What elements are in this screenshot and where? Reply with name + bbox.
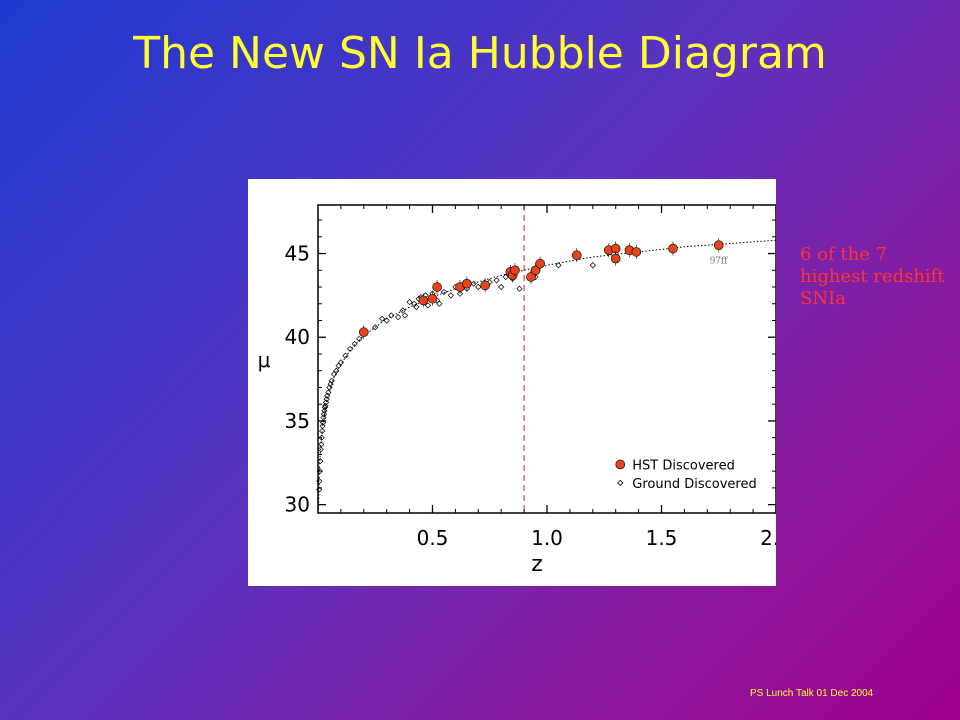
ground-point [351,340,358,348]
hst-point [610,253,621,264]
ground-point [589,262,596,269]
axis-ticks [318,205,776,513]
ground-point [321,407,328,414]
ground-point [319,419,327,426]
ground-point [333,367,340,374]
ground-point [318,441,325,448]
ground-point [447,292,454,299]
y-tick-label: 35 [285,409,310,433]
hst-point [427,293,438,304]
hst-point [510,265,520,276]
ground-point [337,359,344,366]
chart-legend: HST Discovered Ground Discovered [615,458,757,492]
ground-point [318,434,325,441]
x-tick-label: 2.0 [760,526,776,550]
ground-point [555,262,562,269]
ground-point [388,312,395,319]
y-axis-label: μ [258,348,271,372]
ground-point [328,377,335,384]
hst-point [631,247,642,257]
ground-point [383,317,390,324]
ground-point [342,352,349,359]
ground-point [399,307,406,314]
ground-points-layer [316,262,596,493]
hst-point [668,243,678,254]
ground-point [319,422,326,430]
x-tick-label: 1.0 [531,526,563,550]
ground-point [470,280,477,287]
hst-points-layer [359,238,724,340]
axis-tick-labels: 0.5 1.0 1.5 2.0 30 35 40 45 [285,242,776,550]
ground-point [320,411,328,418]
slide-title: The New SN Ia Hubble Diagram [133,28,827,79]
highest-redshift-note: 6 of the 7 highest redshift SNIa [800,244,945,309]
ground-point [440,288,448,296]
ground-point [475,283,482,291]
ground-point [325,389,332,396]
x-axis-label: z [531,552,543,577]
hubble-diagram: 0.5 1.0 1.5 2.0 30 35 40 45 z μ 97ff HST Discov… [248,179,776,586]
ground-point [401,312,409,319]
hst-point [359,327,369,338]
ground-point [379,315,386,322]
y-tick-label: 30 [285,493,310,517]
legend-ground-marker [617,479,624,487]
legend-hst-marker [615,459,626,470]
ground-point [406,298,413,306]
hst-point [432,282,442,292]
hst-point [418,295,429,306]
ground-point [413,304,420,311]
ground-point [502,273,509,281]
x-tick-label: 0.5 [417,526,449,550]
ground-point [323,396,330,403]
ground-point [320,414,327,421]
ground-point [493,277,500,284]
y-tick-label: 40 [285,325,310,349]
ground-point [322,399,330,406]
footer-text: PS Lunch Talk 01 Dec 2004 [750,688,874,699]
y-tick-label: 45 [285,242,310,266]
hst-point [535,258,545,269]
ground-point [322,402,329,409]
hubble-diagram-plot: 0.5 1.0 1.5 2.0 30 35 40 45 z μ 97ff HST Discov… [258,204,776,577]
ground-point [317,446,324,453]
ground-point [436,300,443,307]
ground-point [498,283,505,291]
hst-point [462,278,472,289]
ground-point [356,335,363,343]
ground-point [346,345,354,353]
hst-point [571,250,582,261]
sn-97ff-label: 97ff [710,257,728,267]
ground-point [424,302,432,309]
ground-point [516,285,523,292]
hst-point [713,240,724,250]
ground-point [372,324,379,331]
x-tick-label: 1.5 [646,526,678,550]
legend-ground-label: Ground Discovered [632,477,756,492]
ground-point [319,427,326,435]
ground-point [456,290,464,297]
hst-point [480,280,490,291]
ground-point [395,314,402,321]
legend-hst-label: HST Discovered [632,458,735,473]
